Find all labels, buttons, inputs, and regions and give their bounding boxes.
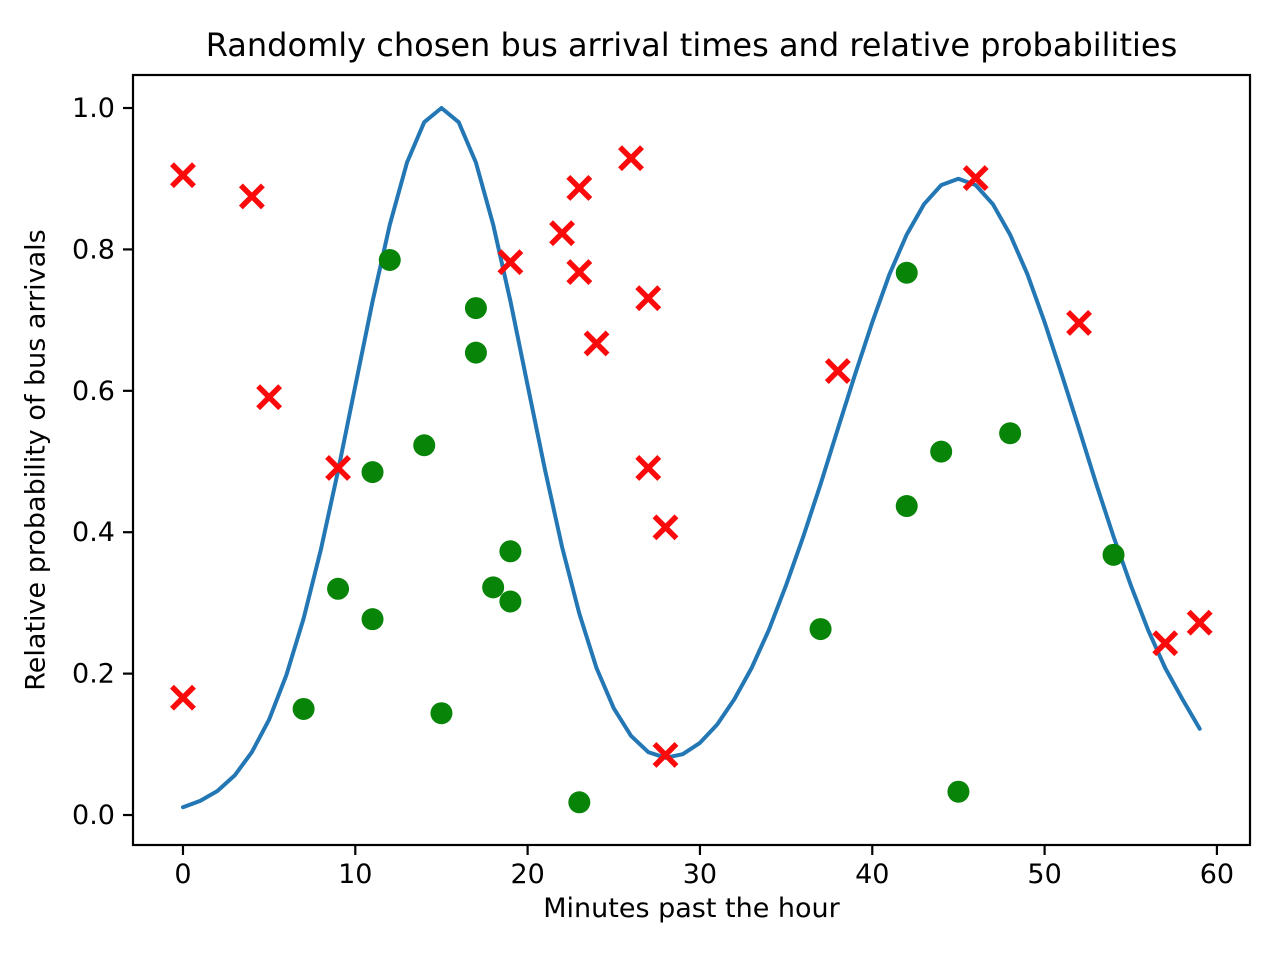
accepted-sample-point [482, 576, 505, 599]
accepted-sample-point [430, 702, 453, 725]
rejected-sample-point [635, 285, 662, 312]
rejected-sample-point [256, 384, 283, 411]
rejected-sample-point [325, 454, 352, 481]
x-tick-label: 60 [1200, 859, 1234, 890]
plot-border [131, 73, 1252, 847]
probability-curve [181, 106, 1202, 810]
rejected-sample-point [962, 165, 989, 191]
rejected-sample-point [566, 259, 593, 285]
rejected-sample-point [1152, 630, 1179, 657]
accepted-sample-point [378, 249, 401, 272]
y-tick-label: 0.6 [72, 376, 115, 407]
x-axis-label: Minutes past the hour [543, 893, 840, 924]
rejected-sample-point [549, 220, 576, 247]
accepted-sample-point [809, 618, 832, 641]
accepted-sample-point [464, 341, 487, 364]
y-tick-label: 0.8 [72, 234, 115, 265]
y-tick-label: 0.4 [72, 517, 115, 548]
accepted-sample-point [947, 780, 970, 803]
rejected-sample-point [583, 330, 610, 357]
rejected-sample-point [635, 454, 662, 481]
rejected-sample-point [170, 162, 196, 189]
rejected-sample-point [1186, 609, 1213, 636]
x-tick-label: 20 [510, 859, 544, 890]
chart-title: Randomly chosen bus arrival times and re… [205, 26, 1178, 64]
accepted-sample-point [499, 590, 522, 613]
accepted-sample-point [361, 608, 384, 631]
accepted-sample-point [895, 261, 918, 284]
x-tick-label: 0 [174, 859, 191, 890]
x-tick-label: 50 [1027, 859, 1061, 890]
x-tick-label: 30 [683, 859, 717, 890]
accepted-sample-point [568, 791, 591, 814]
accepted-sample-point [999, 422, 1022, 445]
rejected-sample-point [238, 183, 265, 210]
x-tick-label: 40 [855, 859, 889, 890]
accepted-sample-point [895, 495, 918, 518]
rejected-sample-point [170, 684, 196, 711]
rejected-sample-point [652, 514, 679, 541]
accepted-sample-point [930, 440, 953, 463]
accepted-sample-point [499, 540, 522, 563]
accepted-sample-point [292, 697, 315, 720]
rejected-sample-point [652, 741, 679, 768]
y-axis-label: Relative probability of bus arrivals [20, 229, 52, 691]
accepted-sample-point [1102, 543, 1125, 566]
y-tick-label: 0.2 [72, 659, 115, 690]
rejected-sample-point [1066, 310, 1093, 336]
accepted-sample-point [327, 577, 350, 600]
y-tick-label: 0.0 [72, 800, 115, 831]
y-tick-label: 1.0 [72, 93, 115, 124]
rejected-sample-point [618, 145, 644, 172]
accepted-sample-point [361, 461, 384, 484]
accepted-sample-point [464, 297, 487, 320]
rejected-sample-point [497, 249, 524, 276]
rejected-sample-point [566, 174, 593, 201]
accepted-sample-point [413, 434, 436, 457]
x-tick-label: 10 [338, 859, 372, 890]
rejected-sample-point [824, 358, 851, 384]
